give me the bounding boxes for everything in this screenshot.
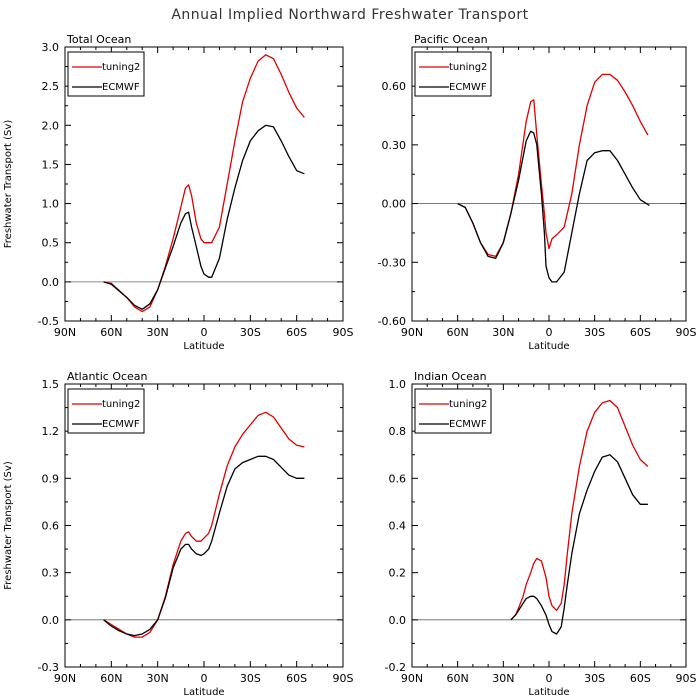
x-tick-label: 60N xyxy=(447,326,469,339)
legend-label: tuning2 xyxy=(449,62,487,73)
y-tick-label: -0.30 xyxy=(378,256,406,269)
series-line-ecmwf xyxy=(510,454,648,635)
legend-label: ECMWF xyxy=(449,82,487,93)
x-tick-label: 90N xyxy=(401,326,423,339)
x-tick-label: 90S xyxy=(333,672,354,685)
y-tick-label: 0.8 xyxy=(389,425,407,438)
x-tick-label: 30S xyxy=(240,326,261,339)
panel-title: Atlantic Ocean xyxy=(67,370,148,383)
y-tick-label: -0.2 xyxy=(385,661,406,674)
x-tick-label: 30N xyxy=(492,326,514,339)
x-axis-label: Latitude xyxy=(183,341,224,352)
series-line-ecmwf xyxy=(457,130,650,283)
panel-indian-ocean: 90N 60N 30N 0 30S 60S 90S -0.2 0.0 0.2 0.4 0.6 0.8 1.… xyxy=(385,370,697,698)
y-tick-label: 1.0 xyxy=(389,378,407,391)
y-tick-label: 0.00 xyxy=(382,198,407,211)
x-tick-label: 30N xyxy=(147,326,169,339)
panel-title: Indian Ocean xyxy=(414,370,487,383)
y-axis-label: Freshwater Transport (Sv) xyxy=(3,461,14,590)
y-tick-label: 2.5 xyxy=(42,80,60,93)
x-tick-label: 90S xyxy=(676,672,697,685)
y-tick-label: 0.6 xyxy=(42,520,60,533)
y-tick-label: 1.5 xyxy=(42,158,60,171)
y-tick-label: 0.9 xyxy=(42,472,60,485)
legend: tuning2 ECMWF xyxy=(67,51,145,97)
series-line-ecmwf xyxy=(103,124,305,310)
legend-label: tuning2 xyxy=(102,399,140,410)
x-tick-label: 90S xyxy=(676,326,697,339)
x-axis-label: Latitude xyxy=(528,341,569,352)
x-tick-label: 60S xyxy=(630,672,651,685)
legend: tuning2 ECMWF xyxy=(414,51,492,97)
y-tick-label: 0.0 xyxy=(42,276,60,289)
x-tick-label: 0 xyxy=(201,326,208,339)
x-tick-label: 60N xyxy=(447,672,469,685)
x-axis-label: Latitude xyxy=(528,687,569,698)
x-tick-label: 60N xyxy=(100,326,122,339)
y-tick-label: 0.4 xyxy=(389,520,407,533)
y-tick-label: 0.0 xyxy=(389,614,407,627)
x-tick-label: 90S xyxy=(333,326,354,339)
x-tick-label: 30S xyxy=(584,672,605,685)
x-tick-label: 90N xyxy=(401,672,423,685)
x-tick-label: 60S xyxy=(286,326,307,339)
series-line-tuning2 xyxy=(457,73,649,258)
panel-title: Pacific Ocean xyxy=(414,33,488,46)
panel-total-ocean: 90N 60N 30N 0 30S 60S 90S -0.5 0.0 0.5 1.0 1.5 2.0 2.… xyxy=(3,33,354,352)
x-tick-label: 60S xyxy=(286,672,307,685)
legend-box xyxy=(414,388,492,434)
series-line-tuning2 xyxy=(103,54,305,313)
legend-box xyxy=(67,51,145,97)
x-axis-label: Latitude xyxy=(183,687,224,698)
x-tick-label: 90N xyxy=(54,672,76,685)
x-tick-label: 60S xyxy=(630,326,651,339)
panel-atlantic-ocean: 90N 60N 30N 0 30S 60S 90S -0.3 0.0 0.3 0.6 0.9 1.2 1.… xyxy=(3,370,354,698)
y-tick-label: 0.6 xyxy=(389,472,407,485)
legend: tuning2 ECMWF xyxy=(67,388,145,434)
legend-box xyxy=(67,388,145,434)
x-tick-label: 0 xyxy=(546,672,553,685)
legend-label: tuning2 xyxy=(102,62,140,73)
y-tick-label: 0.0 xyxy=(42,614,60,627)
series-line-ecmwf xyxy=(103,455,305,637)
x-tick-label: 30S xyxy=(240,672,261,685)
y-tick-label: 1.2 xyxy=(42,425,60,438)
legend-box xyxy=(414,51,492,97)
y-tick-label: 0.3 xyxy=(42,567,60,580)
x-tick-label: 0 xyxy=(546,326,553,339)
legend-label: ECMWF xyxy=(102,419,140,430)
y-axis-label: Freshwater Transport (Sv) xyxy=(3,120,14,249)
y-tick-label: 0.2 xyxy=(389,567,407,580)
y-tick-label: -0.5 xyxy=(38,315,59,328)
x-tick-label: 90N xyxy=(54,326,76,339)
y-tick-label: 1.0 xyxy=(42,198,60,211)
series-line-tuning2 xyxy=(103,411,305,638)
series-line-tuning2 xyxy=(510,399,649,621)
panel-title: Total Ocean xyxy=(66,33,131,46)
x-tick-label: 30S xyxy=(584,326,605,339)
legend-label: ECMWF xyxy=(449,419,487,430)
y-tick-label: 2.0 xyxy=(42,119,60,132)
x-tick-label: 30N xyxy=(492,672,514,685)
y-tick-label: 3.0 xyxy=(42,41,60,54)
y-tick-label: 0.60 xyxy=(382,80,407,93)
panel-pacific-ocean: 90N 60N 30N 0 30S 60S 90S -0.60 -0.30 0.00 0.30 0.6… xyxy=(378,33,697,352)
legend-label: ECMWF xyxy=(102,82,140,93)
main-title: Annual Implied Northward Freshwater Tran… xyxy=(171,7,528,23)
y-tick-label: -0.60 xyxy=(378,315,406,328)
y-tick-label: 0.30 xyxy=(382,139,407,152)
x-tick-label: 60N xyxy=(100,672,122,685)
y-tick-label: 1.5 xyxy=(42,378,60,391)
y-tick-label: -0.3 xyxy=(38,661,59,674)
legend: tuning2 ECMWF xyxy=(414,388,492,434)
x-tick-label: 30N xyxy=(147,672,169,685)
x-tick-label: 0 xyxy=(201,672,208,685)
legend-label: tuning2 xyxy=(449,399,487,410)
y-tick-label: 0.5 xyxy=(42,237,60,250)
